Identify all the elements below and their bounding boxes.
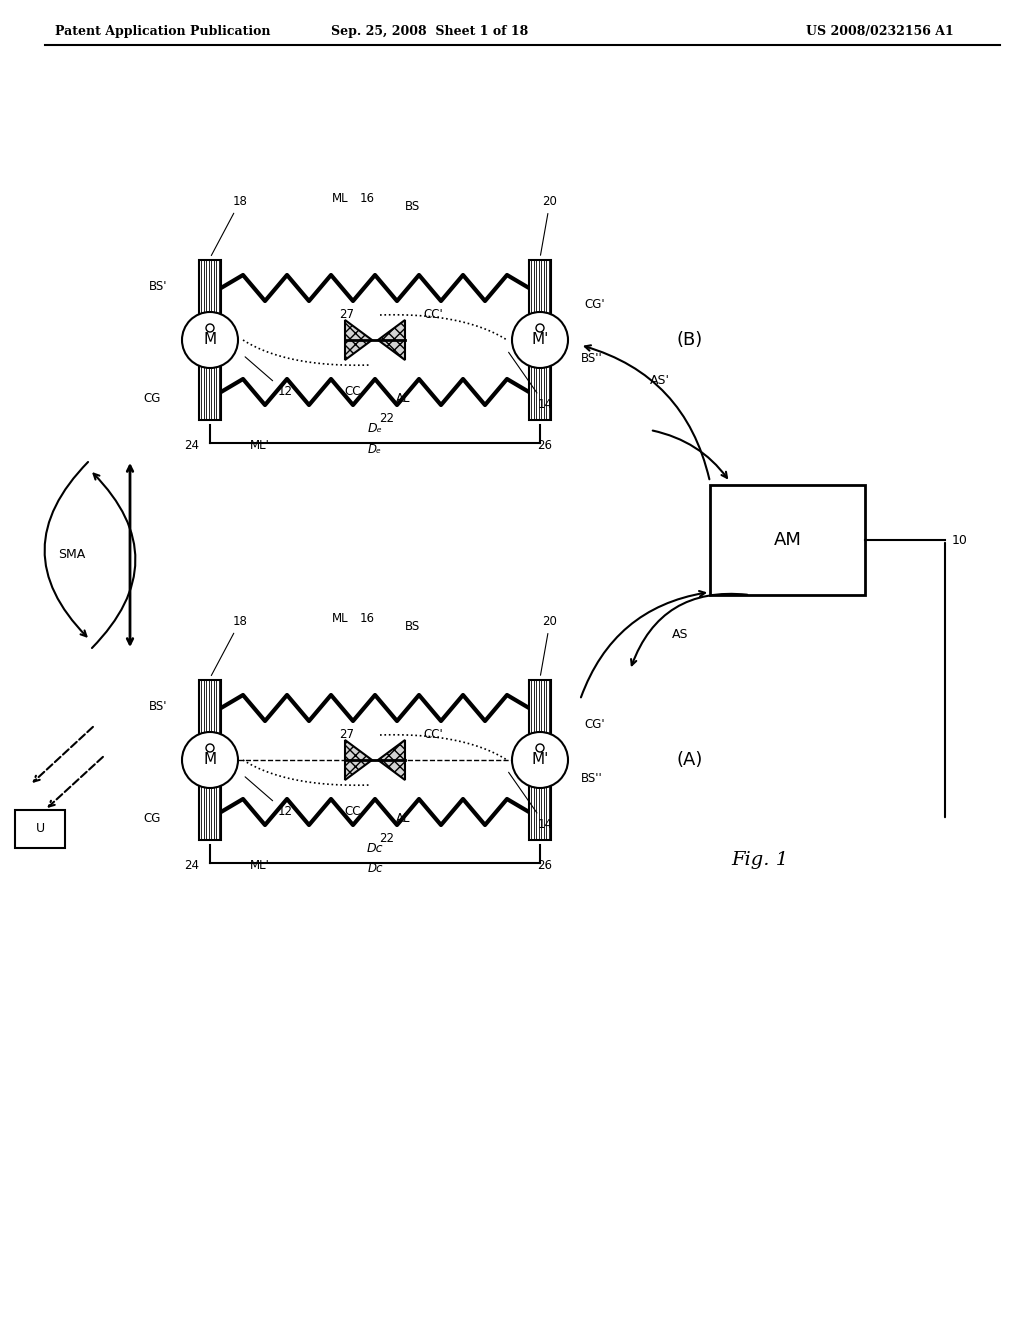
Text: 27: 27 [340, 308, 354, 321]
Text: AS: AS [672, 628, 688, 642]
Text: AL: AL [395, 392, 411, 405]
Text: 18: 18 [211, 615, 248, 676]
Text: CG: CG [143, 392, 161, 405]
Text: Patent Application Publication: Patent Application Publication [55, 25, 270, 38]
Text: CG: CG [143, 812, 161, 825]
Text: 12: 12 [245, 776, 293, 818]
Text: 20: 20 [541, 195, 557, 255]
Text: 20: 20 [541, 615, 557, 676]
Bar [199, 260, 221, 420]
Text: 16: 16 [359, 191, 375, 205]
Text: ML: ML [332, 191, 348, 205]
Text: BS': BS' [148, 280, 167, 293]
Text: BS: BS [406, 620, 421, 634]
Circle shape [182, 312, 238, 368]
Text: AM: AM [773, 531, 802, 549]
Text: CG': CG' [585, 298, 605, 312]
Text: 14: 14 [509, 352, 553, 411]
Circle shape [206, 323, 214, 333]
Text: M': M' [531, 752, 549, 767]
Circle shape [536, 744, 544, 752]
Text: (B): (B) [677, 331, 703, 348]
Text: M: M [204, 333, 216, 347]
Polygon shape [378, 741, 406, 780]
Text: Dₑ: Dₑ [368, 421, 382, 434]
Text: 26: 26 [538, 859, 553, 873]
Text: CC: CC [345, 385, 361, 399]
Text: 16: 16 [359, 612, 375, 624]
Text: Dᴄ: Dᴄ [367, 842, 383, 854]
Circle shape [512, 733, 568, 788]
Circle shape [182, 733, 238, 788]
Text: BS'': BS'' [582, 352, 603, 366]
Text: 27: 27 [340, 729, 354, 741]
Text: 24: 24 [184, 859, 200, 873]
Circle shape [512, 312, 568, 368]
Text: CC: CC [345, 805, 361, 818]
Text: ML: ML [332, 612, 348, 624]
Text: 26: 26 [538, 440, 553, 451]
Text: CC': CC' [423, 308, 442, 321]
Polygon shape [345, 741, 372, 780]
Text: 18: 18 [211, 195, 248, 256]
Text: ML': ML' [250, 440, 270, 451]
Polygon shape [345, 319, 372, 360]
Text: 10: 10 [952, 533, 968, 546]
Text: 12: 12 [245, 356, 293, 399]
Text: Dᴄ: Dᴄ [368, 862, 383, 875]
Text: SMA: SMA [58, 549, 86, 561]
Text: Sep. 25, 2008  Sheet 1 of 18: Sep. 25, 2008 Sheet 1 of 18 [332, 25, 528, 38]
Text: AL: AL [395, 812, 411, 825]
Text: BS': BS' [148, 700, 167, 713]
Text: M': M' [531, 333, 549, 347]
Text: AS': AS' [650, 374, 670, 387]
Circle shape [206, 744, 214, 752]
Circle shape [536, 323, 544, 333]
Text: (A): (A) [677, 751, 703, 770]
Text: U: U [36, 822, 45, 836]
Text: 24: 24 [184, 440, 200, 451]
Polygon shape [378, 319, 406, 360]
Text: CG': CG' [585, 718, 605, 731]
Text: 22: 22 [380, 412, 394, 425]
Text: ML': ML' [250, 859, 270, 873]
Bar [199, 680, 221, 840]
Text: BS'': BS'' [582, 772, 603, 785]
Bar [710, 484, 865, 595]
Text: BS: BS [406, 201, 421, 213]
Bar [529, 680, 551, 840]
Bar [15, 810, 65, 847]
Text: Fig. 1: Fig. 1 [731, 851, 788, 869]
Text: M: M [204, 752, 216, 767]
Text: CC': CC' [423, 729, 442, 741]
Text: 14: 14 [509, 772, 553, 832]
Text: US 2008/0232156 A1: US 2008/0232156 A1 [806, 25, 954, 38]
Text: Dₑ: Dₑ [368, 442, 382, 455]
Bar [529, 260, 551, 420]
Text: 22: 22 [380, 832, 394, 845]
